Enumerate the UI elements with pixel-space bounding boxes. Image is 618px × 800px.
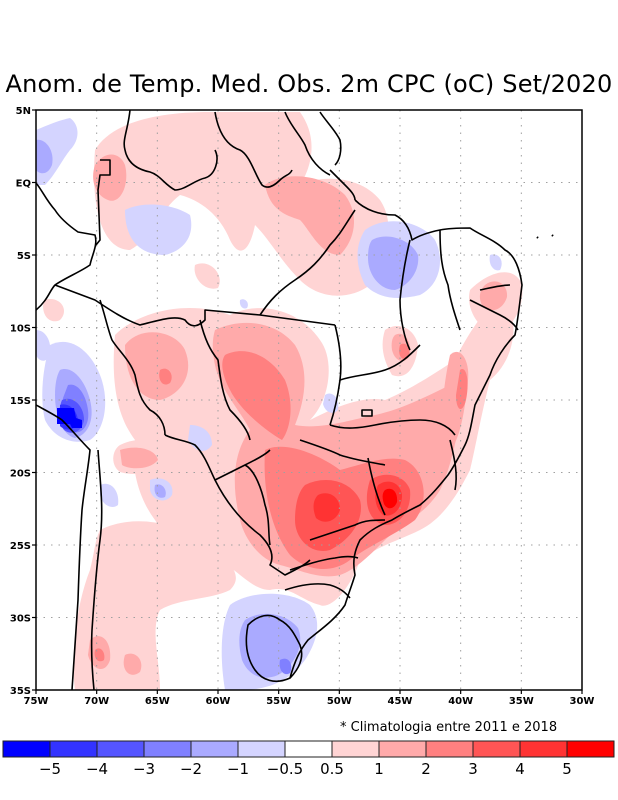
x-tick-label: 30W [570,696,595,707]
border-colombia-venezuela [123,110,218,191]
grid-lines [36,110,582,690]
colorbar-label: 5 [562,760,572,778]
colorbar-label: −1 [227,760,249,778]
colorbar-label: −5 [39,760,61,778]
colorbar-box [143,740,192,758]
y-tick-label: 35S [10,686,31,697]
island-atoll [551,234,554,237]
colorbar-label: 1 [374,760,384,778]
x-tick-label: 45W [388,696,413,707]
colorbar-box [378,740,427,758]
colorbar-box [49,740,98,758]
border-parana-sc [289,555,359,571]
y-tick-label: 5N [16,106,31,117]
chart-title: Anom. de Temp. Med. Obs. 2m CPC (oC) Set… [5,70,613,98]
x-tick-label: 70W [84,696,109,707]
y-tick-label: 15S [10,396,31,407]
colorbar-box [519,740,568,758]
border-bolivia-brazil [199,319,251,441]
y-tick-label: 20S [10,469,31,480]
border-paraguay-brazil [244,464,271,546]
border-piaui-ceara [439,229,461,331]
island-fernando-de-noronha [536,236,539,239]
x-tick-label: 60W [206,696,231,707]
cold-anomaly-below-5 [57,408,82,428]
border-goias-minas [329,419,456,436]
border-minas-es [449,439,457,491]
border-parana-sp [309,519,386,541]
border-peru-bolivia [99,299,166,436]
border-minas-sp [367,457,386,516]
colorbar-label: −0.5 [267,760,303,778]
border-venezuela-guyana [214,111,293,188]
colorbar-box [472,740,521,758]
colorbar-box [190,740,239,758]
colorbar-box [566,740,615,758]
federal-district-outline [361,409,373,417]
colorbar-label: −2 [180,760,202,778]
anomaly-field [36,110,582,690]
border-tocantins-bahia [339,344,421,381]
border-guyana-suriname [284,111,331,176]
colorbar-box [96,740,145,758]
border-colombia-brazil [95,159,111,246]
climatology-note: * Climatologia entre 2011 e 2018 [340,720,558,735]
coast-amapa [329,169,356,201]
x-tick-label: 40W [448,696,473,707]
y-tick-label: 25S [10,541,31,552]
border-ms-sp [299,439,386,466]
border-paraiba [479,284,511,291]
colorbar-box [425,740,474,758]
colorbar-label: 4 [515,760,525,778]
border-uruguay [245,614,303,682]
x-tick-label: 35W [509,696,534,707]
y-tick-label: 10S [10,324,31,335]
colorbar-boxes [2,740,615,758]
warm-anomaly-above-5 [382,488,398,509]
border-suriname-guiana [319,111,342,166]
y-tick-label: 5S [17,251,31,262]
border-pernambuco [469,299,519,331]
x-tick-label: 65W [145,696,170,707]
border-para-amazonas [259,209,356,316]
coastlines-and-borders [36,110,554,690]
colorbar-label: 0.5 [320,760,344,778]
y-axis: 5N EQ 5S 10S 15S 20S 25S 30S 35S [10,106,36,697]
x-tick-label: 75W [24,696,49,707]
y-tick-label: 30S [10,614,31,625]
x-axis: 75W 70W 65W 60W 55W 50W 45W 40W 35W 30W [24,690,595,707]
border-maranhao-piaui [399,239,411,351]
x-tick-label: 55W [266,696,291,707]
colorbar-label: −4 [86,760,108,778]
colorbar-box [2,740,51,758]
colorbar-label: 2 [421,760,431,778]
coastline-west [36,182,97,311]
colorbar-labels: −5 −4 −3 −2 −1 −0.5 0.5 1 2 3 4 5 [39,760,572,778]
colorbar-box [237,740,286,758]
colorbar-label: −3 [133,760,155,778]
border-sc-rs [284,583,351,599]
colorbar-label: 3 [468,760,478,778]
y-tick-label: EQ [16,179,31,190]
colorbar-box [284,740,333,758]
border-chile-argentina [90,449,103,690]
x-tick-label: 50W [327,696,352,707]
coastline-chile [36,404,91,690]
colorbar-box [331,740,380,758]
